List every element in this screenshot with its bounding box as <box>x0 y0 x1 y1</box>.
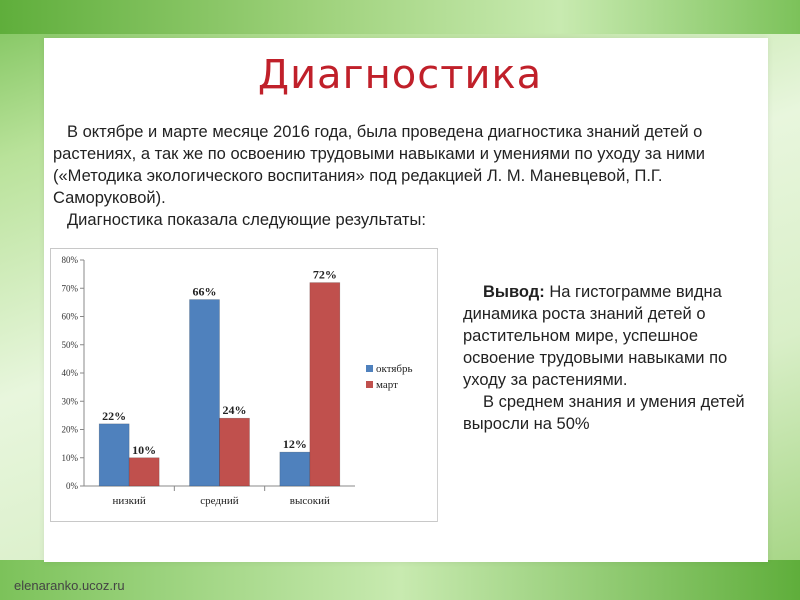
conclusion-label: Вывод: <box>483 283 545 301</box>
y-tick-label: 40% <box>62 368 79 378</box>
slide-title: Диагностика <box>257 52 543 98</box>
y-tick-label: 0% <box>66 481 79 491</box>
conclusion-paragraph-1: Вывод: На гистограмме видна динамика рос… <box>463 281 763 391</box>
bar-chart-svg: 0% 10% 20% 30% 40% 50% 60% 70% 80% 22% 10% низкий 66… <box>50 248 438 522</box>
conclusion-paragraph-2: В среднем знания и умения детей выросли … <box>463 393 745 433</box>
y-tick-label: 70% <box>62 283 79 293</box>
data-label: 22% <box>102 409 126 423</box>
data-label: 72% <box>313 268 337 282</box>
conclusion-body: На гистограмме видна динамика роста знан… <box>463 283 728 389</box>
conclusion-text: Вывод: На гистограмме видна динамика рос… <box>463 281 763 435</box>
footer-site-link: elenaranko.ucoz.ru <box>14 578 125 593</box>
y-tick-label: 80% <box>62 255 79 265</box>
intro-paragraph-1: В октябре и марте месяце 2016 года, была… <box>53 123 706 207</box>
bar-october <box>279 451 311 487</box>
intro-paragraph-2: Диагностика показала следующие результат… <box>67 211 426 229</box>
y-tick-label: 50% <box>62 340 79 350</box>
data-label: 12% <box>283 437 307 451</box>
intro-text: В октябре и марте месяце 2016 года, была… <box>53 121 765 231</box>
decorative-leaves-top <box>0 0 800 34</box>
bar-october <box>98 423 130 487</box>
x-category-label: средний <box>200 495 238 507</box>
vertical-divider <box>437 250 438 522</box>
slide-panel <box>44 38 768 562</box>
y-tick-label: 60% <box>62 312 79 322</box>
bar-march <box>219 417 250 487</box>
decorative-leaves-bottom <box>0 560 800 600</box>
y-tick-label: 10% <box>62 453 79 463</box>
bar-march <box>309 282 341 487</box>
bar-march <box>128 457 160 487</box>
bar-october <box>189 299 220 487</box>
legend-swatch-march <box>366 381 373 388</box>
y-tick-label: 30% <box>62 396 79 406</box>
data-label: 24% <box>223 403 247 417</box>
data-label: 10% <box>132 443 156 457</box>
bar-chart: 0% 10% 20% 30% 40% 50% 60% 70% 80% 22% 10% низкий 66… <box>50 248 438 522</box>
x-category-label: низкий <box>113 495 146 507</box>
legend-swatch-october <box>366 365 373 372</box>
legend-label: март <box>376 379 398 391</box>
x-category-label: высокий <box>290 495 330 507</box>
legend-label: октябрь <box>376 363 413 375</box>
data-label: 66% <box>193 285 217 299</box>
y-tick-label: 20% <box>62 425 79 435</box>
